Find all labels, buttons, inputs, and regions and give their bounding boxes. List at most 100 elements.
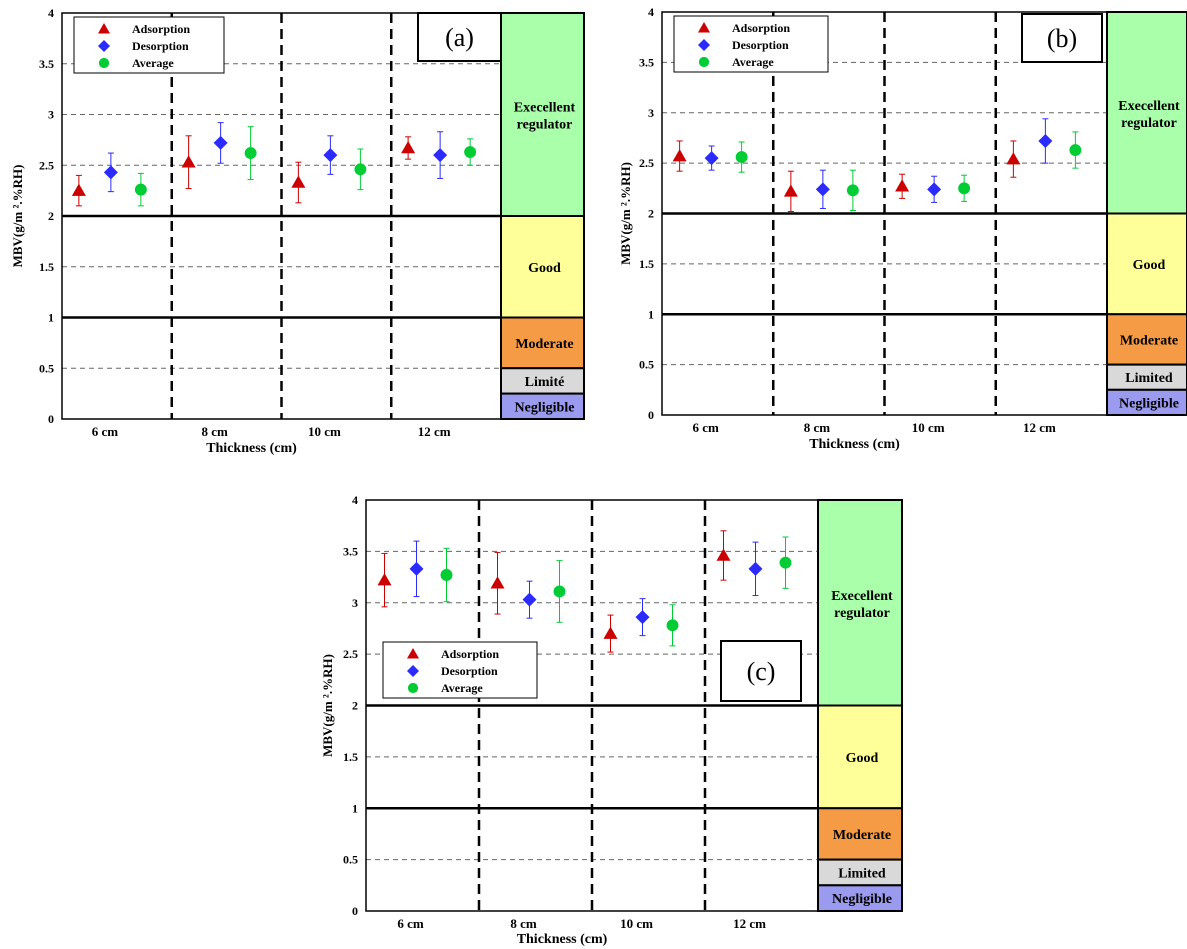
y-tick-label: 3 [48,108,54,122]
y-tick-label: 1.5 [639,257,654,271]
data-point-adsorption [1006,152,1021,165]
data-point-average [134,183,147,196]
legend-label: Adsorption [132,22,190,36]
legend-label: Average [132,56,174,70]
rating-band-label: Good [528,261,561,276]
panel-label: (b) [1047,24,1077,53]
legend-marker [98,40,110,52]
data-point-desorption [704,151,719,166]
rating-band-label: Limited [1125,371,1173,386]
data-point-adsorption [783,184,798,197]
x-tick-label: 10 cm [308,424,341,439]
data-point-desorption [103,165,118,180]
plot-frame [365,499,819,912]
y-tick-label: 1.5 [343,750,358,764]
data-point-average [846,184,859,197]
data-point-average [354,163,367,176]
rating-band-label: Limited [838,866,886,881]
y-tick-label: 2 [48,209,54,223]
data-point-desorption [748,561,763,576]
plot-frame [61,12,502,420]
y-tick-label: 0.5 [343,853,358,867]
data-point-desorption [635,610,650,625]
data-point-adsorption [716,548,731,561]
y-tick-label: 2.5 [639,156,654,170]
y-tick-label: 1 [648,307,654,321]
legend-marker [407,682,419,694]
data-point-adsorption [71,183,86,196]
x-tick-label: 8 cm [201,424,228,439]
legend-label: Desorption [132,39,189,53]
rating-band-label: Execellent regulator [514,101,576,133]
y-tick-label: 1 [352,801,358,815]
y-tick-label: 4 [48,6,54,20]
data-point-adsorption [377,573,392,586]
legend-marker [407,665,419,677]
y-tick-label: 3 [352,596,358,610]
y-tick-label: 1.5 [39,260,54,274]
data-point-average [958,182,971,195]
data-point-adsorption [895,179,910,192]
panel-label-box [720,640,802,702]
x-tick-label: 12 cm [733,916,766,931]
y-tick-label: 0 [352,904,358,918]
x-tick-label: 10 cm [620,916,653,931]
data-point-desorption [927,182,942,197]
rating-band-label: Moderate [515,337,573,352]
x-axis-title: Thickness (cm) [206,441,297,456]
data-point-desorption [433,148,448,163]
data-point-desorption [522,592,537,607]
data-point-average [464,146,477,159]
legend-marker [698,39,710,51]
y-tick-label: 1 [48,311,54,325]
legend-marker [98,23,110,34]
chart-panel-a: Execellent regulator Good Moderate Limité Neg… [10,6,585,456]
plot-frame [661,11,1108,416]
rating-band-0 [500,12,585,217]
x-tick-label: 6 cm [397,916,424,931]
legend-label: Adsorption [732,21,790,35]
legend-label: Adsorption [441,647,499,661]
y-tick-label: 3.5 [343,544,358,558]
panel-label: (c) [747,657,776,686]
y-tick-label: 0.5 [639,358,654,372]
rating-band-2 [817,807,903,861]
y-tick-label: 3 [648,106,654,120]
data-point-desorption [409,561,424,576]
y-tick-label: 0 [48,412,54,426]
legend-label: Desorption [441,664,498,678]
rating-band-3 [817,858,903,887]
legend-label: Average [732,55,774,69]
data-point-desorption [213,135,228,150]
x-axis-title: Thickness (cm) [809,437,900,452]
data-point-average [666,619,679,632]
y-axis-title: MBV(g/m ².%RH) [618,162,633,265]
rating-band-label: Negligible [832,892,892,907]
data-point-average [244,147,257,160]
x-tick-label: 10 cm [912,420,945,435]
legend-label: Average [441,681,483,695]
data-point-average [1069,144,1082,156]
data-point-average [553,585,566,598]
chart-panel-c: Execellent regulator Good Moderate Limited Ne… [320,493,903,947]
data-point-average [440,569,453,581]
rating-band-label: Negligible [1119,396,1179,411]
data-point-average [735,151,748,164]
y-tick-label: 0.5 [39,361,54,375]
rating-band-4 [500,392,585,420]
rating-band-label: Negligible [515,400,575,415]
y-axis-title: MBV(g/m ².%RH) [10,165,25,268]
x-tick-label: 12 cm [418,424,451,439]
data-point-desorption [815,182,830,197]
rating-band-1 [500,215,585,319]
x-tick-label: 8 cm [510,916,537,931]
data-point-adsorption [672,149,687,162]
data-point-average [779,556,792,569]
legend-marker [407,648,419,659]
x-tick-label: 6 cm [692,420,719,435]
y-tick-label: 2.5 [343,647,358,661]
x-tick-label: 12 cm [1023,420,1056,435]
rating-band-label: Good [1133,258,1166,273]
data-point-adsorption [181,155,196,168]
